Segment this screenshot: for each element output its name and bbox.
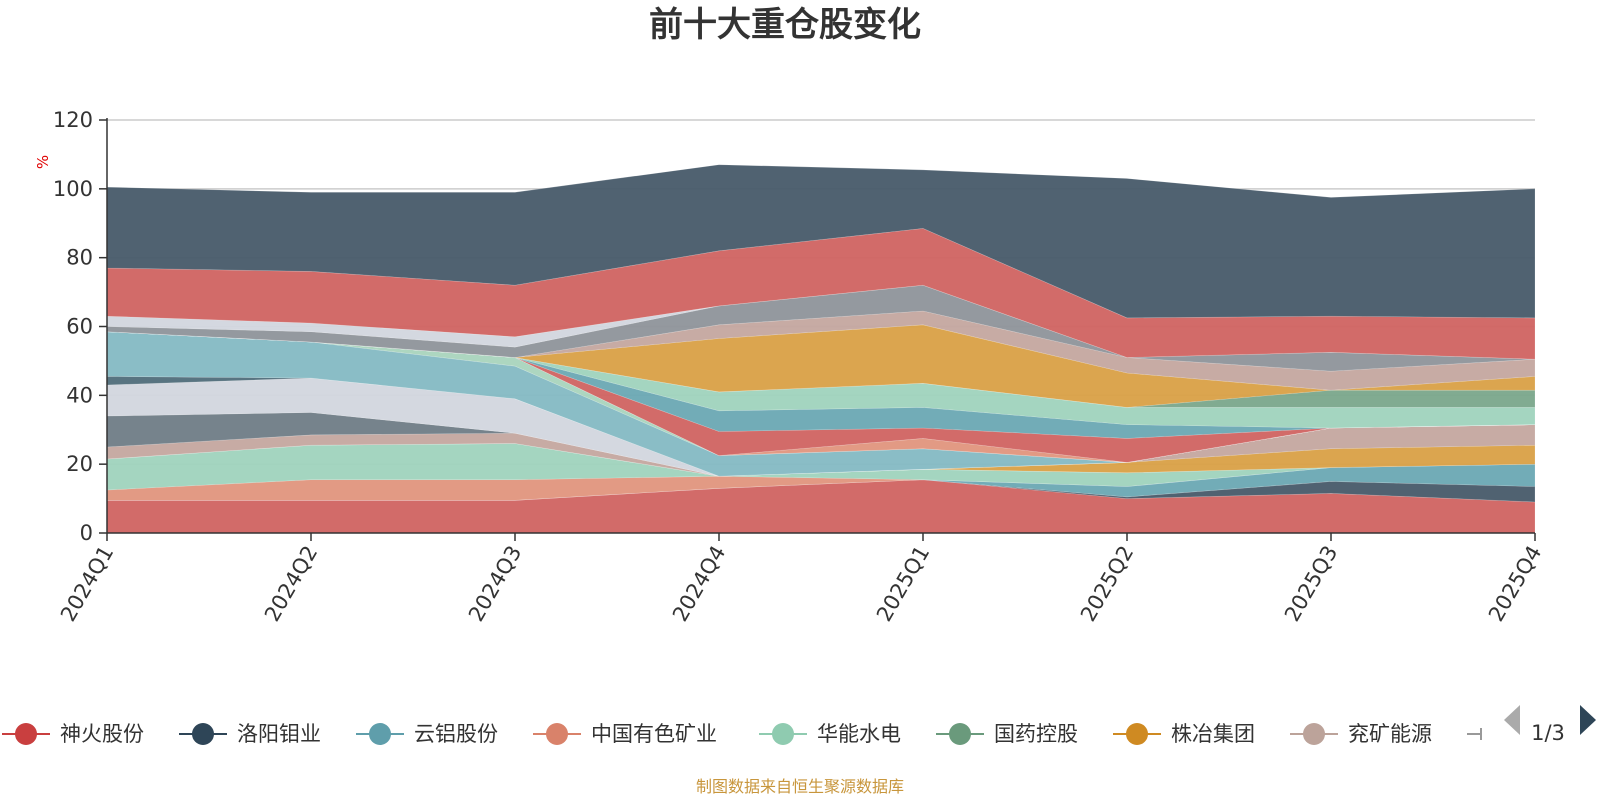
x-tick-label: 2025Q1 (872, 542, 934, 626)
x-tick-label: 2024Q2 (260, 542, 322, 626)
y-tick-label: 80 (66, 246, 93, 270)
legend-circle-marker (369, 723, 391, 745)
y-tick-label: 60 (66, 315, 93, 339)
x-tick-label: 2024Q4 (668, 542, 730, 626)
legend-item[interactable]: 云铝股份 (356, 722, 498, 746)
legend-label: 云铝股份 (414, 722, 498, 746)
legend-item[interactable]: 国药控股 (936, 722, 1078, 746)
legend: 神火股份 洛阳钼业 云铝股份 中国有色矿业 华能水电 国药控股 株冶集团 兖矿能源 (2, 722, 1482, 746)
next-page-icon[interactable] (1580, 705, 1596, 735)
legend-circle-marker (772, 723, 794, 745)
legend-circle-marker (1303, 723, 1325, 745)
chart-title: 前十大重仓股变化 (649, 5, 921, 45)
y-tick-label: 40 (66, 383, 93, 407)
legend-item[interactable]: 株冶集团 (1113, 722, 1255, 746)
area-series-19 (106, 331, 1536, 408)
legend-item[interactable]: 华能水电 (759, 722, 901, 746)
area-series-25 (106, 164, 1536, 319)
legend-circle-marker (546, 723, 568, 745)
previous-page-icon[interactable] (1504, 705, 1520, 735)
legend-pager: 1/3 (1504, 705, 1596, 745)
legend-label: 洛阳钼业 (237, 722, 321, 746)
legend-item[interactable]: 洛阳钼业 (179, 722, 321, 746)
legend-item[interactable]: 中国有色矿业 (533, 722, 717, 746)
legend-label: 国药控股 (994, 722, 1078, 746)
area-series-18 (106, 331, 1536, 429)
legend-page-indicator: 1/3 (1531, 721, 1565, 745)
legend-label: 兖矿能源 (1348, 722, 1432, 746)
source-note: 制图数据来自恒生聚源数据库 (696, 777, 904, 796)
x-tick-label: 2025Q3 (1280, 542, 1342, 626)
legend-circle-marker (1126, 723, 1148, 745)
y-tick-label: 0 (80, 521, 93, 545)
legend-circle-marker (15, 723, 37, 745)
x-tick-label: 2025Q4 (1484, 542, 1546, 626)
legend-item[interactable]: 神火股份 (2, 722, 144, 746)
y-tick-label: 100 (53, 177, 93, 201)
legend-label: 中国有色矿业 (591, 722, 717, 746)
legend-label: 华能水电 (817, 722, 901, 746)
legend-label: 株冶集团 (1171, 722, 1255, 746)
legend-item[interactable]: 兖矿能源 (1290, 722, 1432, 746)
y-tick-label: 120 (53, 108, 93, 132)
y-tick-label: 20 (66, 452, 93, 476)
legend-circle-marker (192, 723, 214, 745)
legend-label: 神火股份 (60, 722, 144, 746)
x-tick-label: 2025Q2 (1076, 542, 1138, 626)
y-axis-unit-label: % (34, 155, 52, 169)
x-tick-label: 2024Q1 (56, 542, 118, 626)
legend-circle-marker (949, 723, 971, 745)
area-series-layer (106, 164, 1536, 534)
x-tick-label: 2024Q3 (464, 542, 526, 626)
